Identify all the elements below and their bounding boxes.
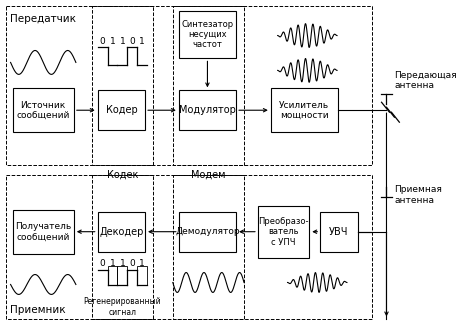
Bar (179, 11, 236, 58)
Bar (13, 88, 74, 132)
Bar (258, 206, 310, 258)
Text: 1: 1 (109, 37, 115, 45)
Bar (137, 266, 147, 285)
Bar (13, 210, 74, 254)
Bar (271, 88, 338, 132)
Text: УВЧ: УВЧ (329, 227, 349, 237)
Text: Приемник: Приемник (9, 305, 65, 315)
Text: Модем: Модем (191, 170, 226, 180)
Text: Кодер: Кодер (106, 105, 137, 115)
Text: 1: 1 (119, 37, 125, 45)
Bar (179, 212, 236, 252)
Text: Приемная
антенна: Приемная антенна (394, 185, 442, 204)
Bar (6, 175, 372, 319)
Text: 0: 0 (100, 37, 105, 45)
Text: 0: 0 (129, 259, 135, 268)
Text: Модулятор: Модулятор (179, 105, 236, 115)
Text: Источник
сообщений: Источник сообщений (17, 100, 70, 120)
Bar (173, 6, 244, 165)
Text: 1: 1 (139, 37, 145, 45)
Text: Передающая
антенна: Передающая антенна (394, 71, 457, 90)
Text: Синтезатор
несущих
частот: Синтезатор несущих частот (182, 20, 234, 50)
Text: 0: 0 (100, 259, 105, 268)
Bar (173, 175, 244, 319)
Bar (118, 266, 128, 285)
Text: Преобразо-
ватель
с УПЧ: Преобразо- ватель с УПЧ (258, 217, 309, 247)
Text: Демодулятор: Демодулятор (175, 227, 240, 236)
Bar (108, 266, 118, 285)
Bar (98, 212, 145, 252)
Text: 1: 1 (119, 259, 125, 268)
Text: Усилитель
мощности: Усилитель мощности (279, 100, 329, 120)
Text: Декодер: Декодер (99, 227, 144, 237)
Text: Передатчик: Передатчик (9, 14, 75, 24)
Text: Регенерированный
сигнал: Регенерированный сигнал (83, 297, 161, 317)
Bar (91, 175, 153, 319)
Text: 1: 1 (139, 259, 145, 268)
Bar (98, 90, 145, 130)
Text: Получатель
сообщений: Получатель сообщений (15, 222, 72, 241)
Text: Кодек: Кодек (107, 170, 138, 180)
Text: 0: 0 (129, 37, 135, 45)
Bar (91, 6, 153, 165)
Text: 1: 1 (109, 259, 115, 268)
Bar (320, 212, 358, 252)
Bar (179, 90, 236, 130)
Bar (6, 6, 372, 165)
